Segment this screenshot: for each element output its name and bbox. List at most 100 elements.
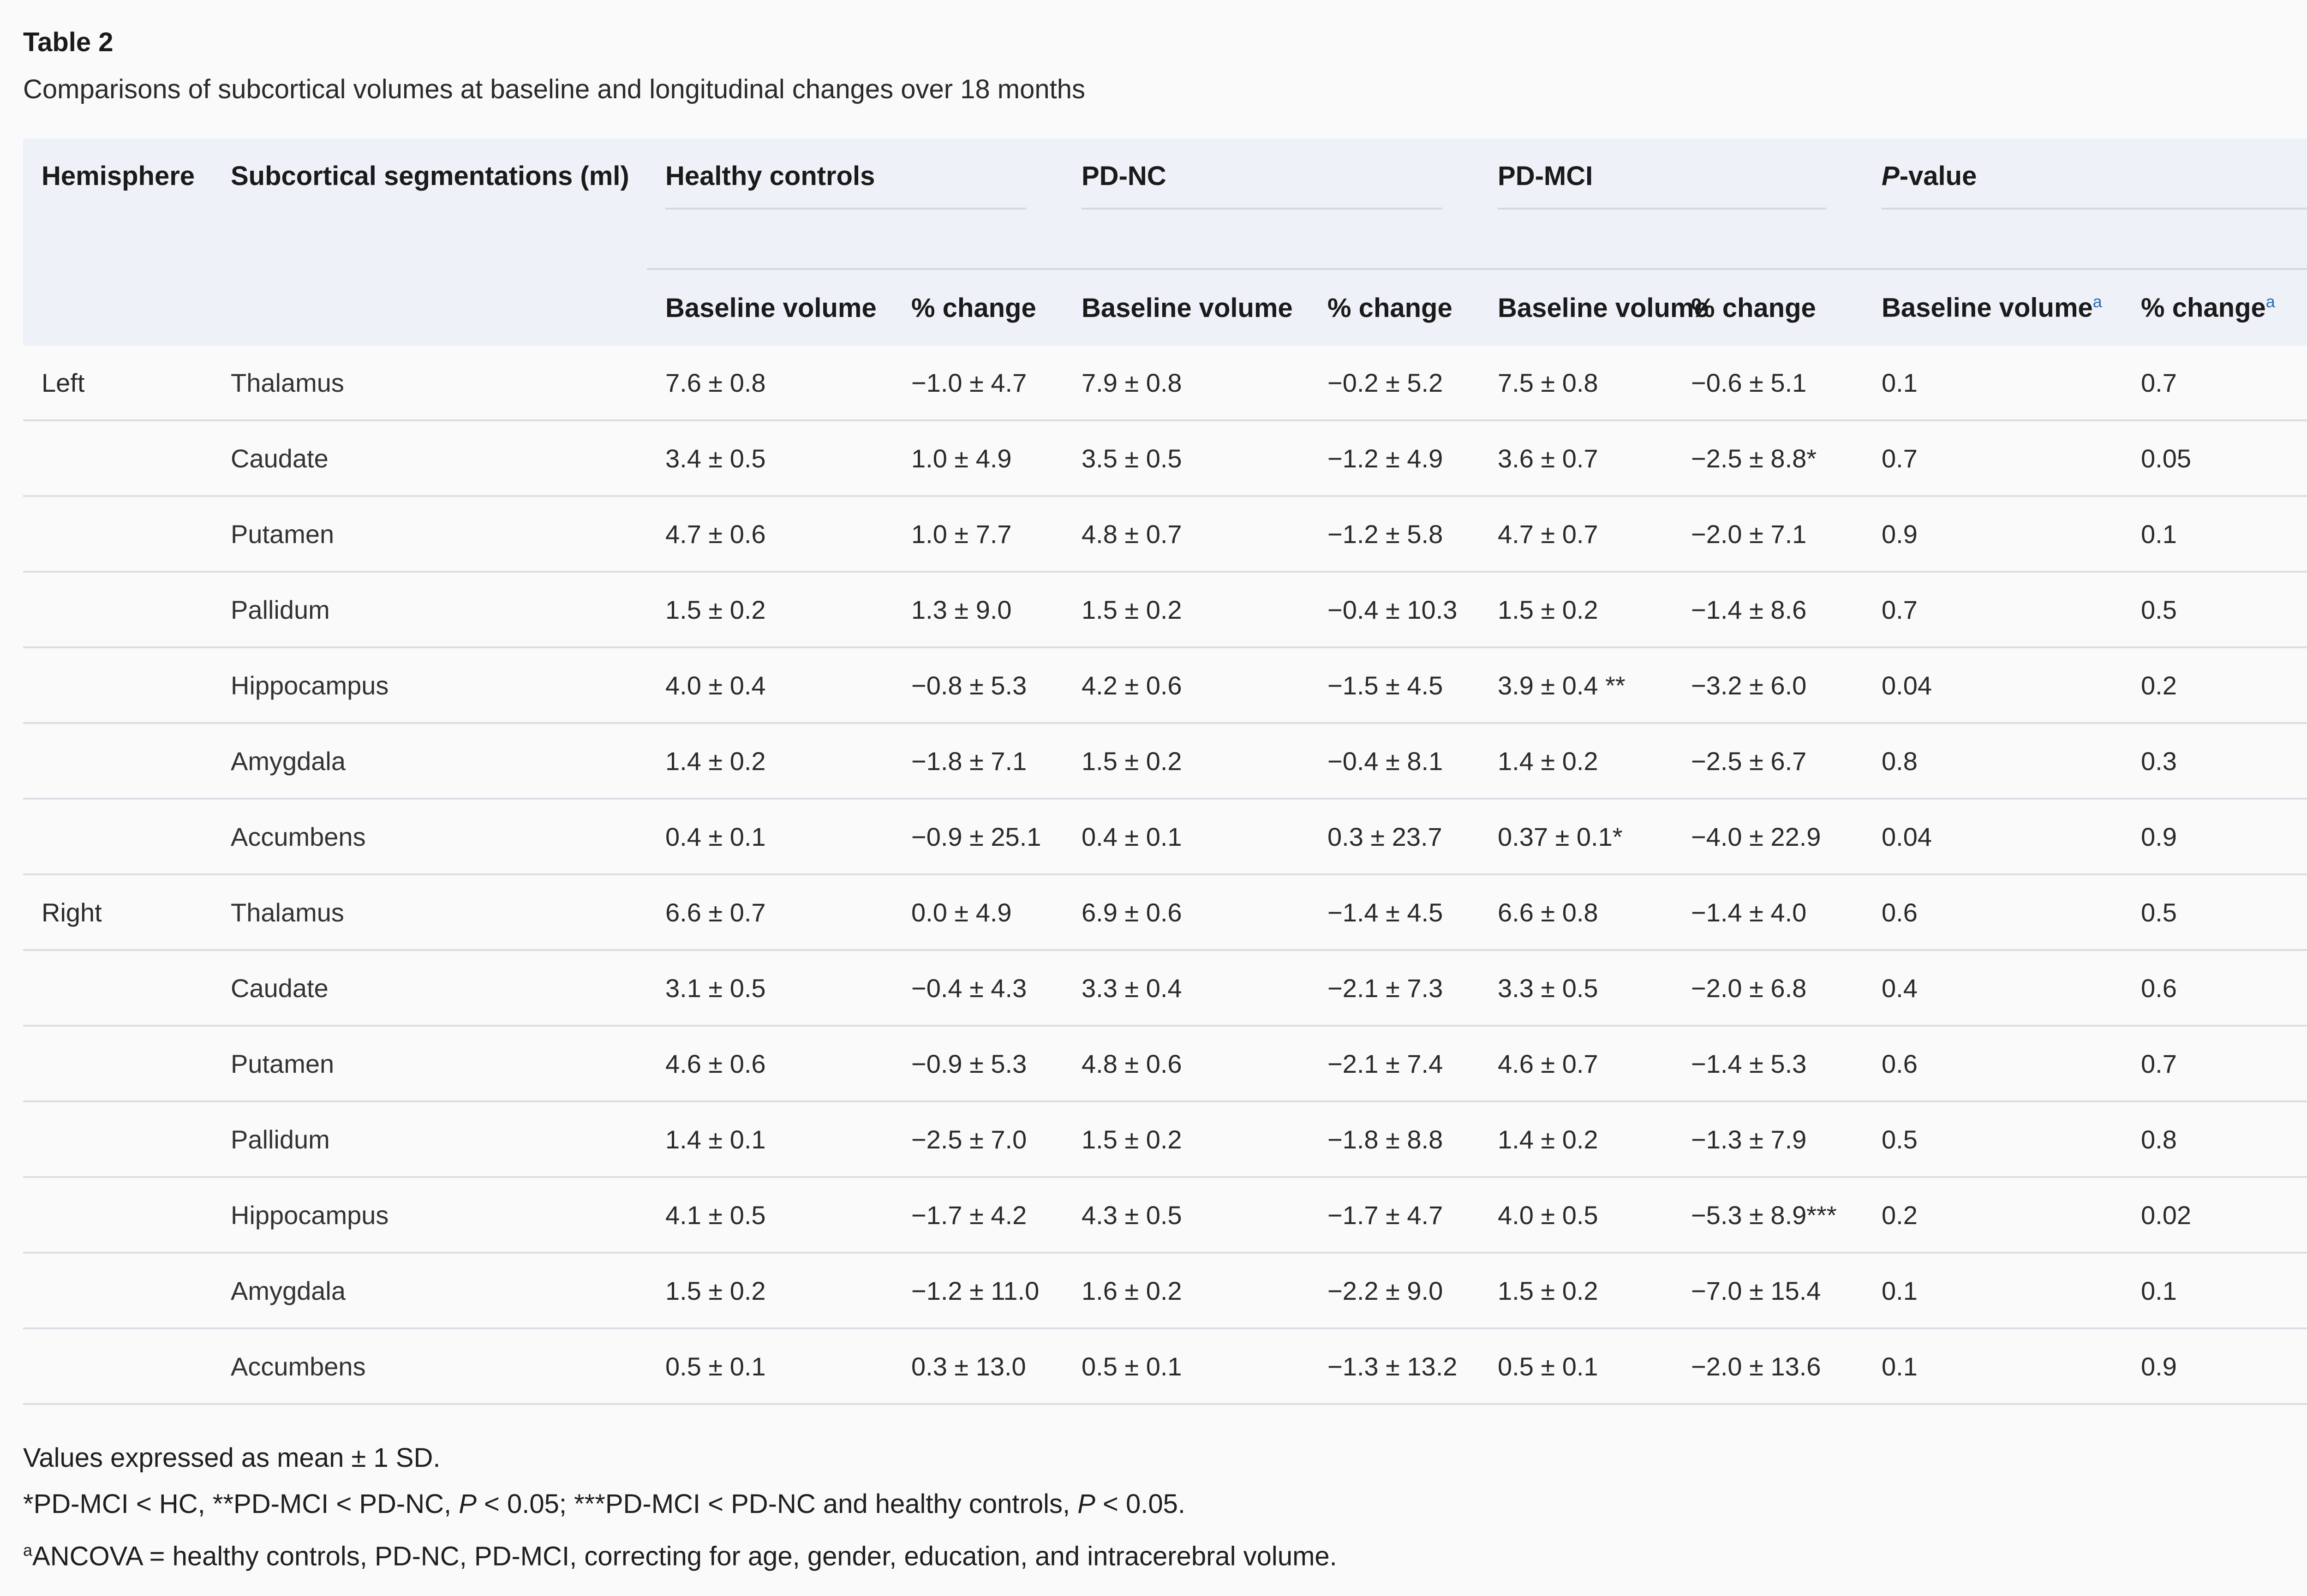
cell-pdnc-change: −2.1 ± 7.4 [1309, 1026, 1480, 1102]
cell-pvalue-change: 0.2 [2122, 647, 2307, 724]
cell-pdmci-change: −2.0 ± 7.1 [1673, 496, 1864, 573]
cell-hc-change: 0.0 ± 4.9 [893, 874, 1063, 951]
cell-hemisphere [23, 1177, 212, 1254]
cell-pdnc-baseline: 0.4 ± 0.1 [1063, 799, 1309, 875]
cell-hc-change: −1.2 ± 11.0 [893, 1253, 1063, 1329]
cell-segmentation: Pallidum [212, 1101, 647, 1178]
cell-pdmci-change: −2.5 ± 8.8* [1673, 420, 1864, 497]
cell-pvalue-baseline: 0.1 [1863, 1253, 2123, 1329]
cell-pdmci-baseline: 4.7 ± 0.7 [1479, 496, 1673, 573]
footnote-text: < 0.05; ***PD-MCI < PD-NC and healthy co… [476, 1489, 1078, 1519]
cell-pdnc-change: −1.2 ± 4.9 [1309, 420, 1480, 497]
cell-hemisphere [23, 420, 212, 497]
cell-hc-baseline: 0.4 ± 0.1 [647, 799, 893, 875]
cell-pdnc-change: −0.4 ± 10.3 [1309, 572, 1480, 648]
cell-pvalue-change: 0.7 [2122, 346, 2307, 421]
cell-hc-baseline: 4.6 ± 0.6 [647, 1026, 893, 1102]
cell-pdnc-baseline: 4.2 ± 0.6 [1063, 647, 1309, 724]
cell-pdnc-baseline: 3.5 ± 0.5 [1063, 420, 1309, 497]
cell-hc-change: −1.7 ± 4.2 [893, 1177, 1063, 1254]
cell-pvalue-baseline: 0.8 [1863, 723, 2123, 800]
table-row: Putamen 4.6 ± 0.6 −0.9 ± 5.3 4.8 ± 0.6 −2.1 … [23, 1026, 2307, 1102]
table-row: Amygdala 1.4 ± 0.2 −1.8 ± 7.1 1.5 ± 0.2 −0.4… [23, 723, 2307, 800]
cell-pdmci-change: −1.4 ± 8.6 [1673, 572, 1864, 648]
cell-hc-baseline: 3.1 ± 0.5 [647, 950, 893, 1027]
cell-pdnc-baseline: 6.9 ± 0.6 [1063, 874, 1309, 951]
cell-hemisphere: Left [23, 346, 212, 421]
cell-pdmci-change: −1.4 ± 4.0 [1673, 874, 1864, 951]
table-label: Table 2 [23, 27, 114, 57]
subheader-pct-change: % change [1309, 268, 1480, 346]
cell-pvalue-change: 0.6 [2122, 950, 2307, 1027]
table-row: Putamen 4.7 ± 0.6 1.0 ± 7.7 4.8 ± 0.7 −1.2 ±… [23, 496, 2307, 573]
cell-pdnc-baseline: 1.5 ± 0.2 [1063, 723, 1309, 800]
cell-pdmci-change: −0.6 ± 5.1 [1673, 346, 1864, 421]
cell-pdnc-baseline: 3.3 ± 0.4 [1063, 950, 1309, 1027]
cell-pdmci-change: −2.0 ± 13.6 [1673, 1328, 1864, 1405]
cell-pdmci-change: −1.4 ± 5.3 [1673, 1026, 1864, 1102]
cell-pdmci-baseline: 1.4 ± 0.2 [1479, 723, 1673, 800]
cell-pvalue-change: 0.8 [2122, 1101, 2307, 1178]
cell-hc-change: 1.0 ± 7.7 [893, 496, 1063, 573]
cell-pdmci-baseline: 3.6 ± 0.7 [1479, 420, 1673, 497]
cell-hc-change: −0.4 ± 4.3 [893, 950, 1063, 1027]
cell-segmentation: Putamen [212, 496, 647, 573]
header-group-healthy-controls: Healthy controls [647, 138, 1063, 269]
footnote-mark: a [23, 1541, 33, 1560]
cell-hemisphere [23, 1101, 212, 1178]
cell-hemisphere [23, 1026, 212, 1102]
subheader-baseline-volume: Baseline volume [1479, 268, 1709, 346]
cell-hc-change: −1.8 ± 7.1 [893, 723, 1063, 800]
cell-pdnc-baseline: 1.5 ± 0.2 [1063, 1101, 1309, 1178]
table-body: Left Thalamus 7.6 ± 0.8 −1.0 ± 4.7 7.9 ± 0.8… [23, 346, 2307, 1405]
cell-hemisphere [23, 496, 212, 573]
cell-segmentation: Pallidum [212, 572, 647, 648]
table-row: Hippocampus 4.1 ± 0.5 −1.7 ± 4.2 4.3 ± 0.5−… [23, 1177, 2307, 1254]
footnote-link[interactable]: a [2265, 292, 2275, 311]
footnote-line-1: Values expressed as mean ± 1 SD. [23, 1443, 441, 1473]
cell-pdmci-change: −7.0 ± 15.4 [1673, 1253, 1864, 1329]
table-row: Pallidum 1.4 ± 0.1 −2.5 ± 7.0 1.5 ± 0.2 −1.8… [23, 1101, 2307, 1178]
cell-segmentation: Amygdala [212, 1253, 647, 1329]
cell-pdmci-change: −5.3 ± 8.9*** [1673, 1177, 1864, 1254]
cell-segmentation: Accumbens [212, 1328, 647, 1405]
footnote-link[interactable]: a [2092, 292, 2102, 311]
cell-pvalue-baseline: 0.04 [1863, 647, 2123, 724]
cell-hc-baseline: 1.4 ± 0.1 [647, 1101, 893, 1178]
cell-hemisphere [23, 723, 212, 800]
subheader-baseline-volume: Baseline volume [1063, 268, 1309, 346]
header-group-pd-nc: PD-NC [1063, 138, 1480, 269]
footnote-line-3: aANCOVA = healthy controls, PD-NC, PD-MC… [23, 1527, 1337, 1579]
cell-pdmci-baseline: 0.5 ± 0.1 [1479, 1328, 1673, 1405]
cell-hc-baseline: 3.4 ± 0.5 [647, 420, 893, 497]
cell-hc-baseline: 4.1 ± 0.5 [647, 1177, 893, 1254]
cell-hemisphere [23, 647, 212, 724]
cell-pvalue-change: 0.7 [2122, 1026, 2307, 1102]
cell-pdmci-change: −2.0 ± 6.8 [1673, 950, 1864, 1027]
cell-pdmci-baseline: 4.0 ± 0.5 [1479, 1177, 1673, 1254]
table-row: Accumbens 0.5 ± 0.1 0.3 ± 13.0 0.5 ± 0.1 −1.… [23, 1328, 2307, 1405]
cell-pdnc-change: −1.4 ± 4.5 [1309, 874, 1480, 951]
cell-segmentation: Thalamus [212, 874, 647, 951]
cell-pvalue-baseline: 0.2 [1863, 1177, 2123, 1254]
cell-hc-change: 1.0 ± 4.9 [893, 420, 1063, 497]
cell-pdnc-change: −1.3 ± 13.2 [1309, 1328, 1480, 1405]
header-group-pvalue: P-value [1863, 138, 2307, 269]
cell-pvalue-baseline: 0.04 [1863, 799, 2123, 875]
cell-pvalue-baseline: 0.7 [1863, 572, 2123, 648]
cell-pdnc-change: −0.4 ± 8.1 [1309, 723, 1480, 800]
cell-pdnc-change: −1.5 ± 4.5 [1309, 647, 1480, 724]
footnote-text: *PD-MCI < HC, **PD-MCI < PD-NC, [23, 1489, 459, 1519]
data-table: Hemisphere Subcortical segmentations (ml… [23, 138, 2307, 1405]
subheader-pct-change: % change [893, 268, 1063, 346]
table-row: Accumbens 0.4 ± 0.1 −0.9 ± 25.1 0.4 ± 0.1 0.… [23, 799, 2307, 875]
cell-pdnc-change: −1.7 ± 4.7 [1309, 1177, 1480, 1254]
header-segmentations: Subcortical segmentations (ml) [212, 138, 647, 346]
subheader-pct-change: % change [1673, 268, 1864, 346]
header-hemisphere: Hemisphere [23, 138, 212, 346]
footnote-p: P [459, 1489, 477, 1519]
footnote-line-2: *PD-MCI < HC, **PD-MCI < PD-NC, P < 0.05… [23, 1481, 1337, 1527]
cell-pdmci-baseline: 0.37 ± 0.1* [1479, 799, 1673, 875]
cell-pdmci-baseline: 4.6 ± 0.7 [1479, 1026, 1673, 1102]
